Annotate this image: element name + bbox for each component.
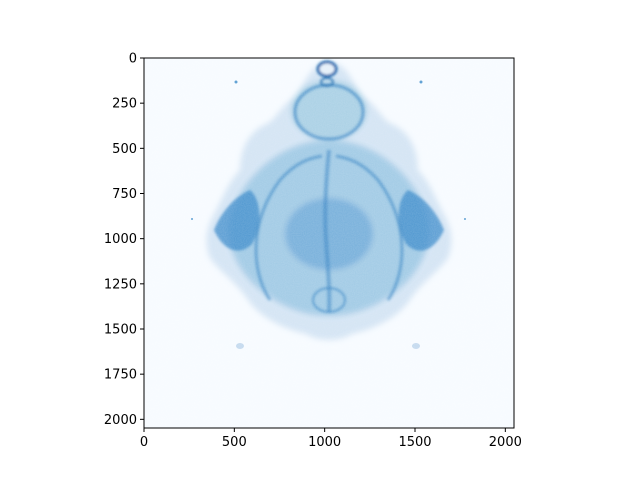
y-tick-label: 1750 [104,368,137,383]
y-tick-label: 1250 [104,277,137,292]
x-tick-label: 500 [222,435,247,450]
density-image [144,58,514,428]
plot-frame [143,57,515,429]
y-tick-label: 2000 [104,413,137,428]
y-tick-label: 750 [112,187,137,202]
y-tick-label: 0 [129,52,137,67]
x-tick-label: 1000 [308,435,341,450]
y-tick-label: 1500 [104,322,137,337]
x-axis: 0 500 1000 1500 2000 [140,428,522,450]
noise-texture [144,58,514,428]
x-tick-label: 0 [140,435,148,450]
x-tick-label: 1500 [398,435,431,450]
y-tick-label: 250 [112,97,137,112]
y-axis: 0 250 500 750 1000 1250 1500 1750 2000 [104,52,144,428]
y-tick-label: 1000 [104,232,137,247]
y-tick-label: 500 [112,142,137,157]
x-tick-label: 2000 [489,435,522,450]
